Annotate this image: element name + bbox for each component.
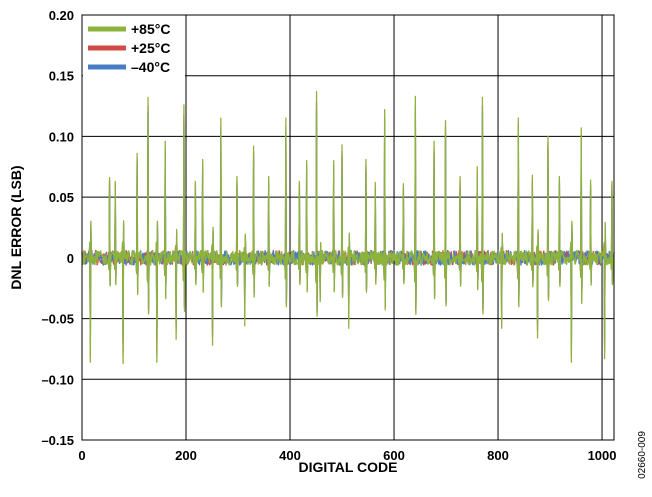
- legend-label-0: +85°C: [131, 21, 170, 37]
- y-tick-label: –0.10: [41, 372, 74, 387]
- y-tick-label: 0.15: [49, 69, 74, 84]
- series-line-1: [81, 101, 615, 356]
- legend: +85°C +25°C –40°C: [83, 16, 185, 79]
- y-tick-label: 0.20: [49, 8, 74, 23]
- y-tick-label: 0.10: [49, 129, 74, 144]
- legend-label-1: +25°C: [131, 40, 170, 56]
- grid-lines: [81, 14, 614, 441]
- plot-frame: [81, 14, 615, 441]
- y-tick-labels: –0.15 –0.10 –0.05 0 0.05 0.10 0.15 0.20: [41, 8, 74, 448]
- x-axis-label: DIGITAL CODE: [298, 459, 397, 475]
- legend-label-2: –40°C: [131, 59, 170, 75]
- y-tick-label: –0.15: [41, 433, 74, 448]
- series-line-2: [81, 109, 615, 346]
- x-tick-label: 0: [78, 448, 85, 463]
- x-tick-label: 200: [175, 448, 197, 463]
- x-tick-label: 400: [279, 448, 301, 463]
- x-tick-label: 800: [487, 448, 509, 463]
- series-lines: [81, 90, 615, 365]
- series-line-0: [81, 90, 615, 365]
- y-axis-label: DNL ERROR (LSB): [8, 165, 24, 289]
- x-tick-label: 600: [383, 448, 405, 463]
- y-tick-label: 0.05: [49, 190, 74, 205]
- x-tick-label: 1000: [588, 448, 617, 463]
- y-tick-label: 0: [67, 251, 74, 266]
- figure-code: 02660-009: [637, 431, 648, 479]
- y-tick-label: –0.05: [41, 312, 74, 327]
- x-tick-labels: 0 200 400 600 800 1000: [78, 448, 616, 463]
